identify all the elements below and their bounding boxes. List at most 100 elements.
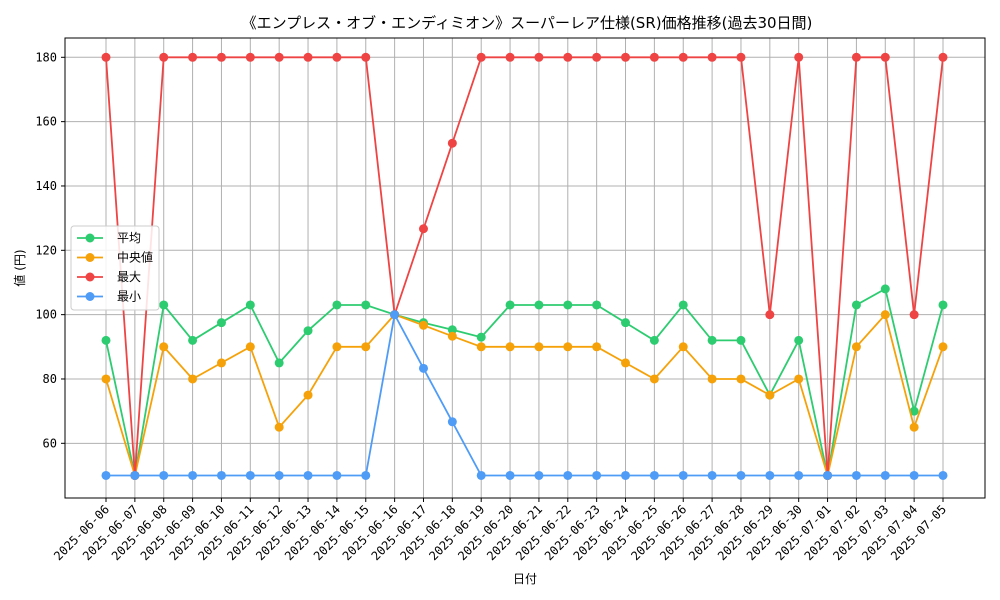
y-tick-label: 80: [43, 372, 57, 386]
data-point: [736, 52, 746, 62]
data-point: [621, 358, 631, 368]
series-line: [105, 287, 944, 476]
data-point: [938, 300, 948, 310]
data-point: [765, 310, 775, 320]
data-point: [736, 470, 746, 480]
data-point: [390, 310, 400, 320]
data-point: [159, 470, 169, 480]
data-point: [909, 470, 919, 480]
data-point: [332, 300, 342, 310]
legend-marker: [85, 253, 95, 262]
y-tick-label: 160: [35, 115, 57, 129]
data-point: [592, 52, 602, 62]
data-point: [476, 342, 486, 352]
data-point: [880, 310, 890, 320]
data-point: [909, 406, 919, 416]
y-tick-label: 100: [35, 308, 57, 322]
data-point: [159, 52, 169, 62]
data-point: [563, 52, 573, 62]
data-point: [216, 318, 226, 328]
y-tick-label: 60: [43, 436, 57, 450]
legend-label: 最大: [117, 270, 141, 284]
data-point: [938, 342, 948, 352]
data-point: [245, 470, 255, 480]
series-line: [105, 312, 944, 480]
data-point: [563, 342, 573, 352]
legend-label: 平均: [117, 231, 141, 245]
x-axis-label: 日付: [513, 572, 537, 586]
data-point: [447, 325, 457, 335]
x-axis: 2025-06-062025-06-072025-06-082025-06-09…: [51, 498, 949, 563]
legend-marker: [85, 272, 95, 282]
data-point: [909, 310, 919, 320]
data-point: [592, 342, 602, 352]
data-point: [361, 300, 371, 310]
data-point: [707, 52, 717, 62]
grid: [65, 38, 985, 498]
series-1: [101, 310, 948, 480]
data-point: [707, 335, 717, 345]
data-point: [823, 470, 833, 480]
data-point: [851, 52, 861, 62]
y-axis: 60 80 100 120 140 160 180: [35, 50, 65, 450]
data-point: [649, 335, 659, 345]
data-point: [418, 363, 428, 373]
data-point: [649, 52, 659, 62]
data-point: [447, 138, 457, 148]
legend-marker: [85, 292, 95, 301]
data-point: [476, 470, 486, 480]
data-point: [851, 300, 861, 310]
data-point: [649, 470, 659, 480]
data-point: [476, 332, 486, 342]
data-point: [880, 470, 890, 480]
data-point: [563, 470, 573, 480]
data-point: [303, 390, 313, 400]
data-point: [678, 470, 688, 480]
data-point: [274, 422, 284, 432]
data-point: [447, 331, 457, 341]
legend-box: [70, 225, 160, 311]
plot-area-frame: [64, 37, 986, 499]
data-point: [649, 374, 659, 384]
legend-label: 中央値: [117, 250, 153, 265]
data-point: [621, 318, 631, 328]
data-point: [159, 300, 169, 310]
data-point: [303, 326, 313, 336]
data-point: [794, 335, 804, 345]
data-point: [736, 335, 746, 345]
data-point: [303, 52, 313, 62]
data-point: [505, 342, 515, 352]
data-point: [592, 470, 602, 480]
data-point: [274, 52, 284, 62]
series-line: [106, 311, 943, 477]
data-point: [130, 470, 140, 480]
data-point: [332, 52, 342, 62]
data-point: [880, 52, 890, 62]
series-2: [101, 52, 948, 480]
data-point: [794, 470, 804, 480]
data-point: [563, 300, 573, 310]
data-point: [476, 52, 486, 62]
data-point: [938, 470, 948, 480]
data-point: [188, 335, 198, 345]
data-point: [880, 284, 890, 294]
legend-item: 最大: [77, 270, 141, 284]
data-point: [188, 470, 198, 480]
data-point: [938, 52, 948, 62]
data-point: [678, 300, 688, 310]
data-point: [765, 470, 775, 480]
data-point: [332, 470, 342, 480]
data-point: [505, 52, 515, 62]
series-3: [101, 310, 948, 480]
data-point: [534, 342, 544, 352]
y-axis-label: 値 (円): [12, 249, 27, 286]
series-line: [105, 56, 944, 476]
data-point: [794, 374, 804, 384]
data-point: [505, 300, 515, 310]
legend-label: 最小: [117, 290, 141, 304]
data-point: [534, 470, 544, 480]
data-point: [592, 300, 602, 310]
y-tick-label: 180: [35, 50, 57, 64]
legend-item: 中央値: [77, 250, 153, 265]
